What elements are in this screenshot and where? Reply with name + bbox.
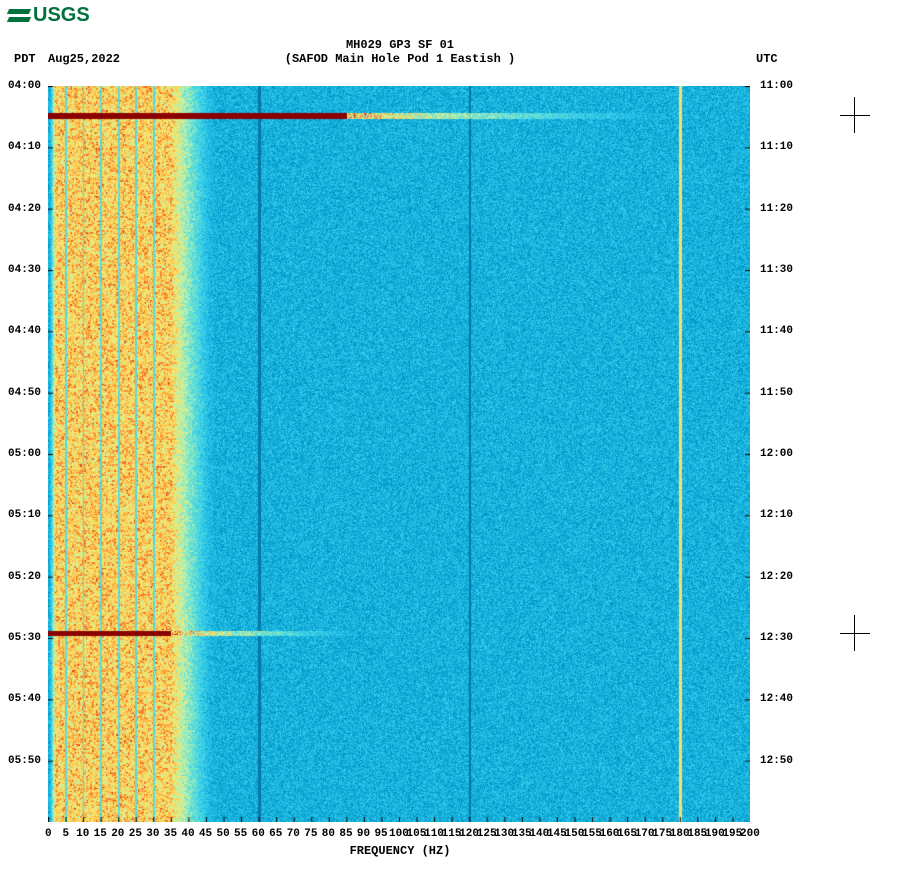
y-right-tick: 11:40	[760, 325, 793, 337]
usgs-logo-text: USGS	[33, 4, 90, 27]
x-tick: 20	[111, 828, 124, 840]
y-right-tick: 11:50	[760, 387, 793, 399]
y-left-tick: 04:10	[8, 141, 41, 153]
x-tick: 35	[164, 828, 177, 840]
event-mark	[840, 633, 870, 634]
x-tick: 75	[304, 828, 317, 840]
x-tick: 30	[146, 828, 159, 840]
y-left-tick: 05:10	[8, 509, 41, 521]
x-tick: 10	[76, 828, 89, 840]
y-right-tick: 12:00	[760, 448, 793, 460]
y-right-tick: 11:30	[760, 264, 793, 276]
x-tick: 0	[45, 828, 52, 840]
y-right-tick: 12:20	[760, 571, 793, 583]
y-right-tick: 11:20	[760, 203, 793, 215]
y-left-tick: 04:30	[8, 264, 41, 276]
y-left-tick: 04:00	[8, 80, 41, 92]
spectrogram-canvas	[48, 86, 750, 822]
event-mark-v	[854, 97, 855, 133]
x-tick: 60	[252, 828, 265, 840]
spectrogram-plot	[48, 86, 750, 822]
right-timezone: UTC	[756, 52, 778, 66]
x-tick: 200	[740, 828, 760, 840]
y-left-tick: 05:50	[8, 755, 41, 767]
x-tick: 95	[374, 828, 387, 840]
event-mark	[840, 115, 870, 116]
y-right-tick: 12:50	[760, 755, 793, 767]
event-mark-v	[854, 615, 855, 651]
x-tick: 5	[63, 828, 70, 840]
title-line2: (SAFOD Main Hole Pod 1 Eastish )	[0, 52, 800, 66]
x-tick: 40	[181, 828, 194, 840]
y-left-tick: 05:00	[8, 448, 41, 460]
y-right-tick: 12:40	[760, 693, 793, 705]
y-left-tick: 05:20	[8, 571, 41, 583]
y-right-tick: 12:30	[760, 632, 793, 644]
y-right-tick: 12:10	[760, 509, 793, 521]
y-left-tick: 05:30	[8, 632, 41, 644]
y-left-tick: 05:40	[8, 693, 41, 705]
x-tick: 15	[94, 828, 107, 840]
x-tick: 80	[322, 828, 335, 840]
x-tick: 85	[339, 828, 352, 840]
title-line1: MH029 GP3 SF 01	[0, 38, 800, 52]
x-tick: 50	[217, 828, 230, 840]
y-left-tick: 04:40	[8, 325, 41, 337]
usgs-flag-icon	[8, 7, 30, 25]
y-left-tick: 04:50	[8, 387, 41, 399]
x-tick: 55	[234, 828, 247, 840]
x-tick: 90	[357, 828, 370, 840]
x-tick: 70	[287, 828, 300, 840]
x-tick: 65	[269, 828, 282, 840]
x-tick: 25	[129, 828, 142, 840]
usgs-logo: USGS	[8, 4, 90, 27]
y-right-tick: 11:10	[760, 141, 793, 153]
y-left-tick: 04:20	[8, 203, 41, 215]
x-tick: 45	[199, 828, 212, 840]
y-right-tick: 11:00	[760, 80, 793, 92]
x-axis-title: FREQUENCY (HZ)	[0, 844, 800, 858]
